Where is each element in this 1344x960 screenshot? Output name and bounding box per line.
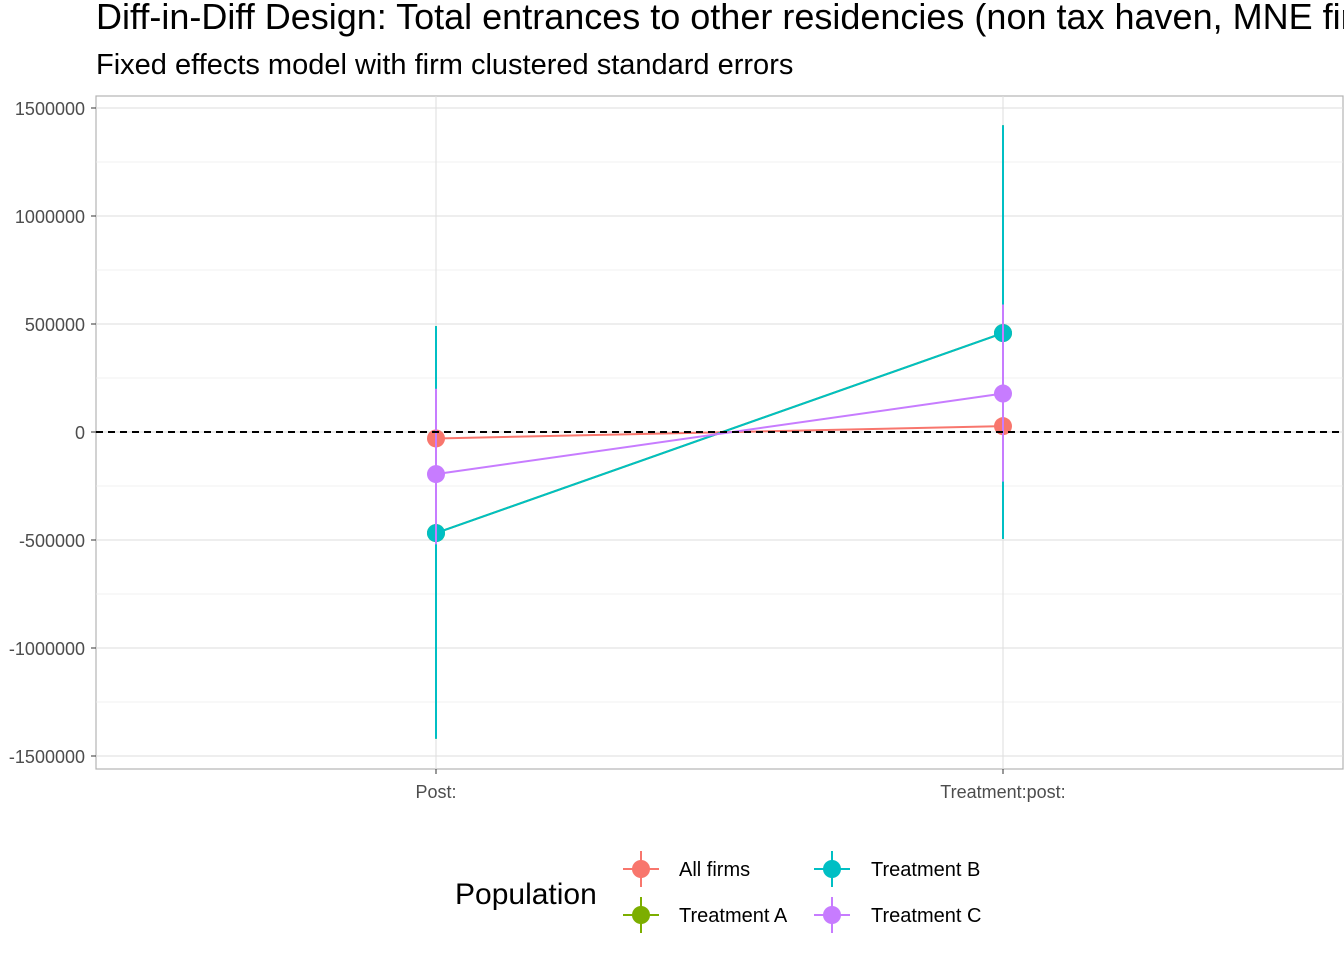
x-tick-label: Post:: [415, 782, 456, 802]
legend-key-point-treatment-b: [823, 860, 841, 878]
y-tick-label: 1000000: [15, 207, 85, 227]
legend-key-point-treatment-c: [823, 906, 841, 924]
y-tick-label: -500000: [19, 531, 85, 551]
legend-label-all-firms: All firms: [679, 859, 750, 881]
legend-label-treatment-c: Treatment C: [871, 905, 981, 927]
series-line-treatment-c: [435, 392, 1004, 476]
data-point-treatment-c: [994, 384, 1012, 403]
plot-area: -1500000 -1000000 -500000 0 500000 1000000 150…: [9, 95, 1344, 802]
legend: Population All firms Treatment A Treatment…: [455, 851, 981, 933]
y-tick-label: 500000: [25, 315, 85, 335]
legend-key-point-treatment-a: [632, 906, 650, 924]
chart-title: Diff-in-Diff Design: Total entrances to …: [96, 0, 1344, 37]
y-tick-label: -1000000: [9, 639, 85, 659]
y-tick-label: 0: [75, 423, 85, 443]
chart-subtitle: Fixed effects model with firm clustered …: [96, 49, 793, 81]
y-tick-label: -1500000: [9, 747, 85, 767]
legend-title: Population: [455, 878, 597, 911]
legend-label-treatment-b: Treatment B: [871, 859, 980, 881]
y-tick-label: 1500000: [15, 99, 85, 119]
legend-key-point-all-firms: [632, 860, 650, 878]
data-point-treatment-c: [427, 465, 445, 484]
legend-label-treatment-a: Treatment A: [679, 905, 788, 927]
x-tick-label: Treatment:post:: [940, 782, 1065, 802]
